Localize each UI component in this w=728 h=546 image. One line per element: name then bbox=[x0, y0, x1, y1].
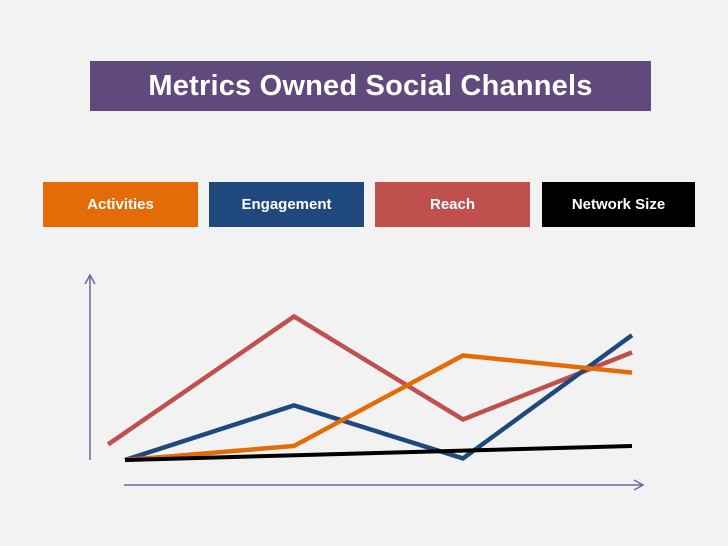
legend-item-activities: Activities bbox=[43, 182, 198, 227]
x-axis-arrow-icon bbox=[633, 479, 645, 491]
series-line-activities bbox=[124, 353, 633, 463]
series-line-engagement bbox=[124, 333, 634, 463]
series-line-reach bbox=[106, 313, 633, 447]
y-axis-arrow-icon bbox=[84, 273, 96, 285]
legend-item-reach: Reach bbox=[375, 182, 530, 227]
legend-item-engagement: Engagement bbox=[209, 182, 364, 227]
series-line-network-size bbox=[124, 443, 633, 462]
chart-title: Metrics Owned Social Channels bbox=[90, 61, 651, 111]
legend-item-network-size: Network Size bbox=[542, 182, 695, 227]
